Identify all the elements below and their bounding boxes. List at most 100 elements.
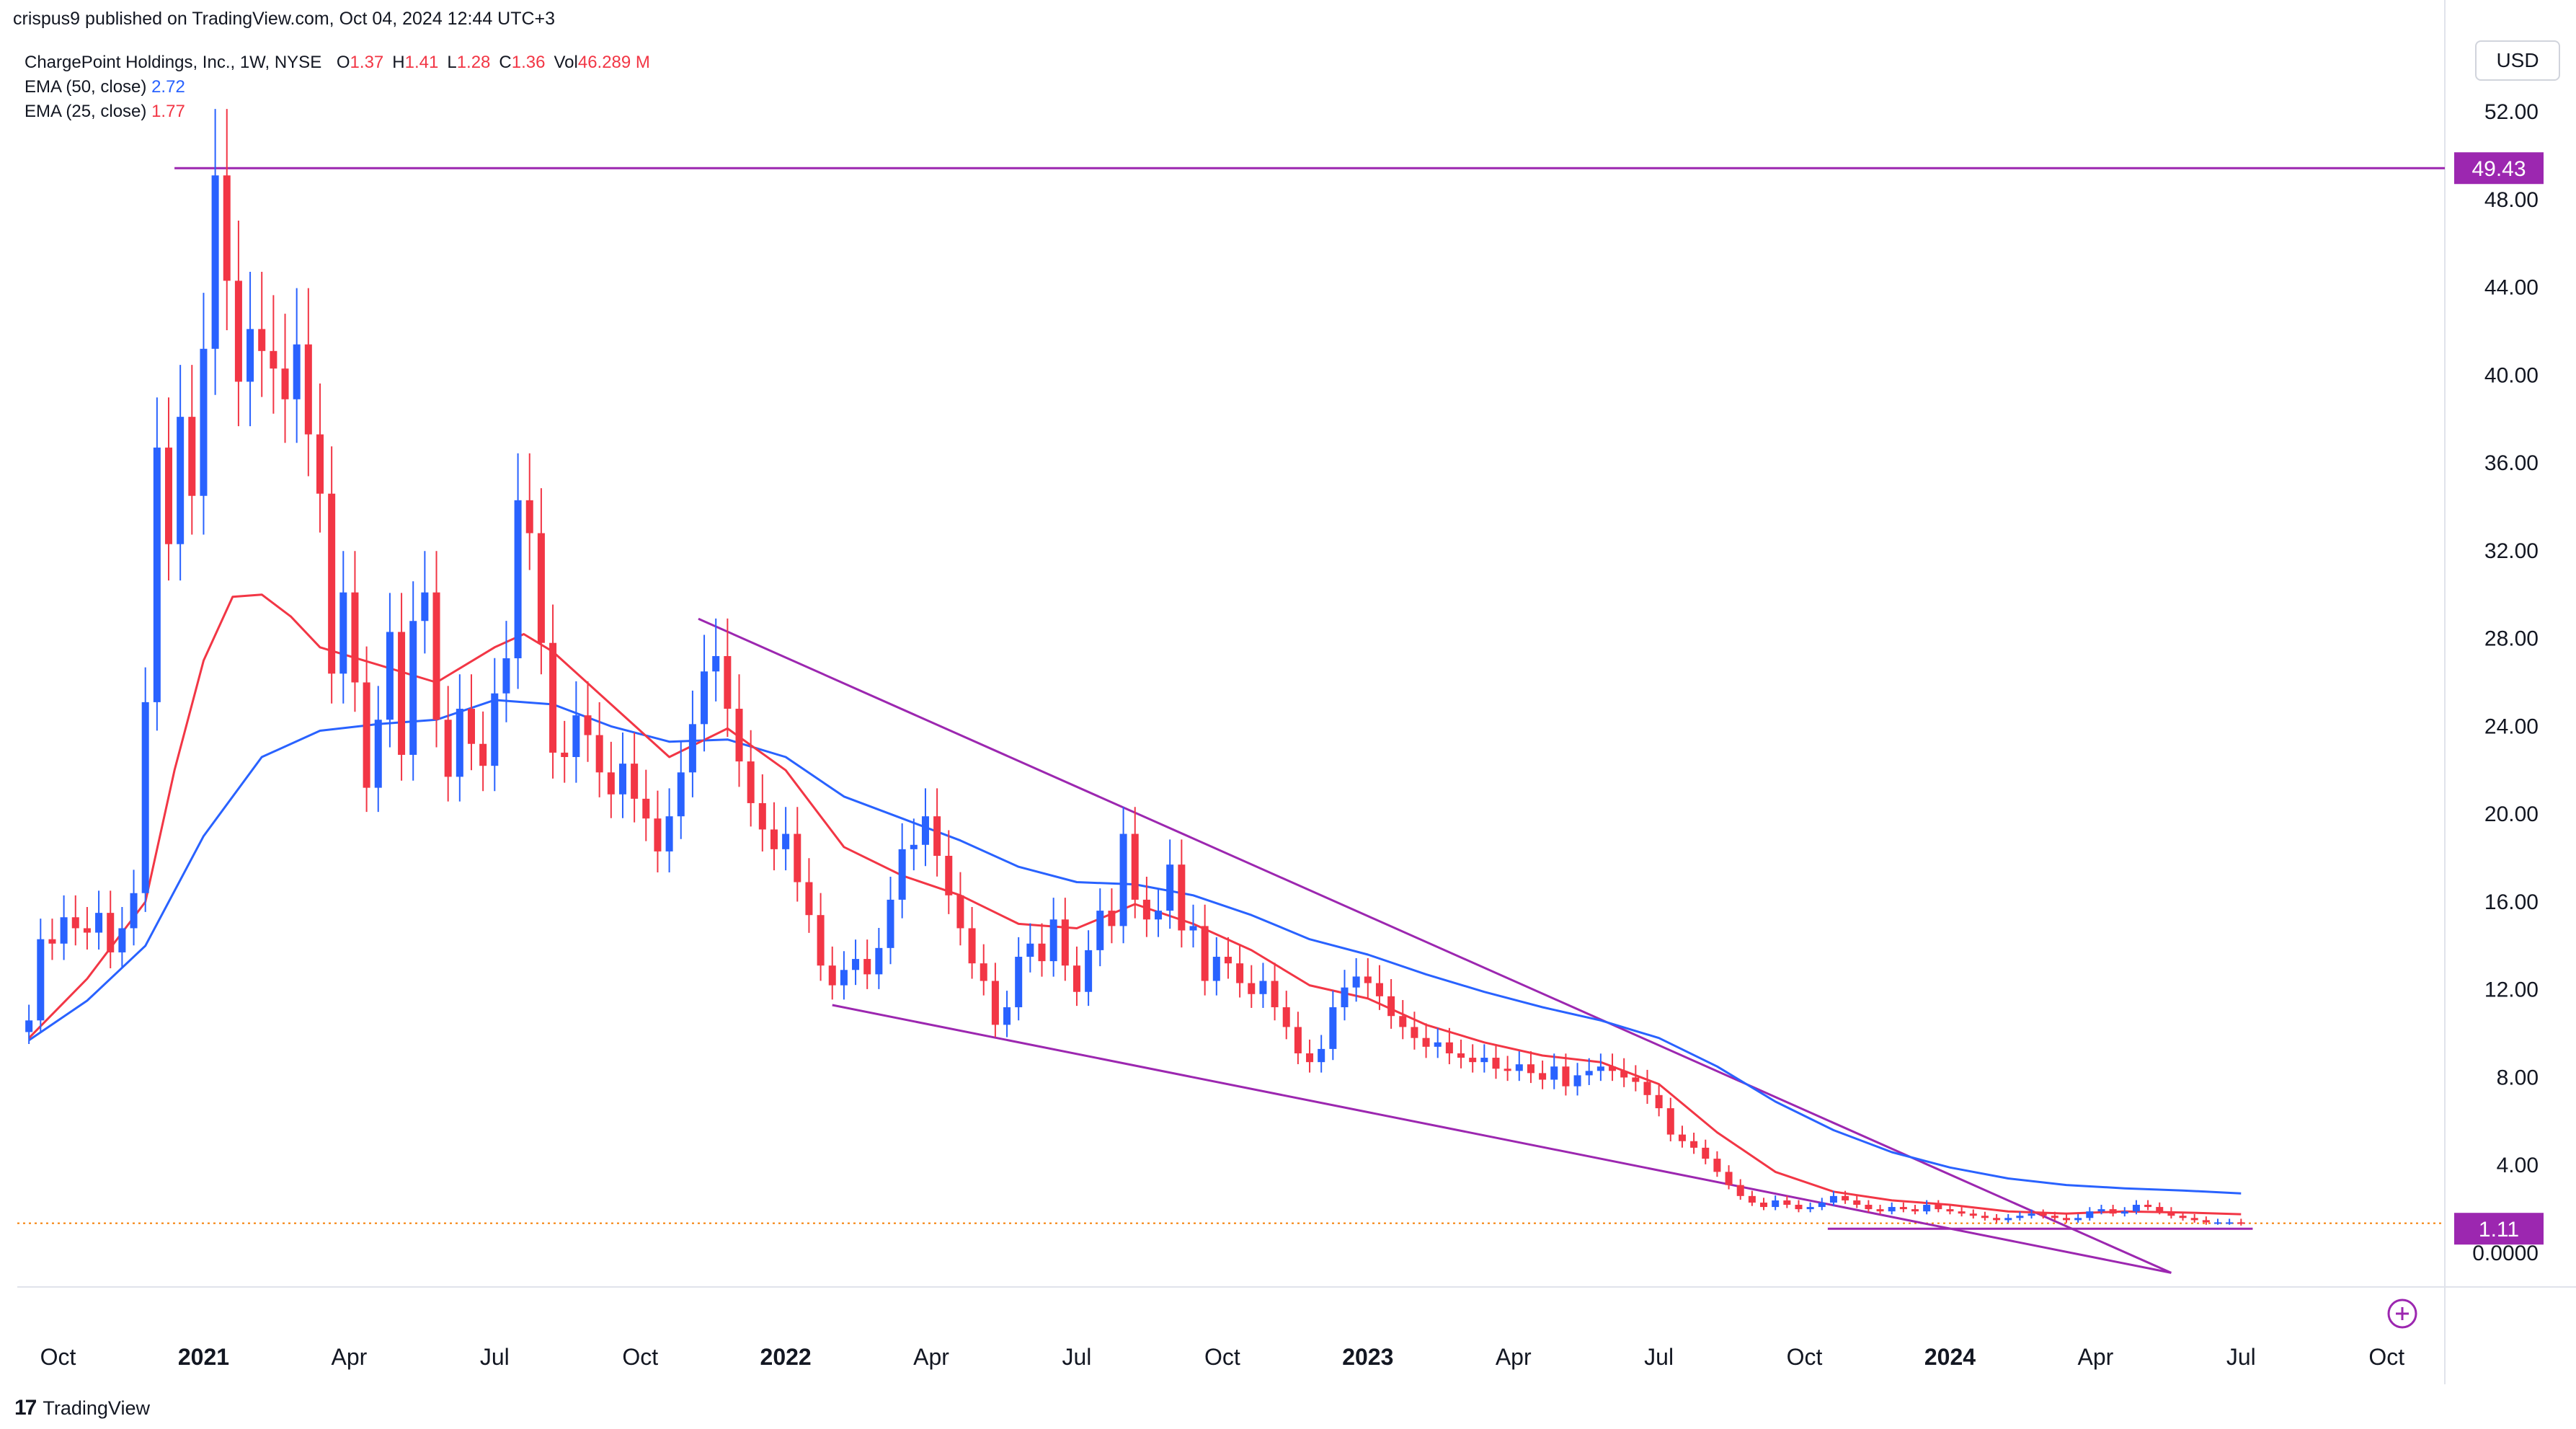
candle [1306, 1039, 1314, 1073]
candle-body [933, 816, 941, 856]
candle [1865, 1200, 1873, 1213]
candle [502, 621, 510, 722]
candle-body [1620, 1071, 1628, 1078]
candle [1072, 946, 1080, 1007]
candle-body [1609, 1066, 1617, 1071]
candle [1632, 1065, 1640, 1092]
time-tick-label: Oct [2368, 1344, 2404, 1370]
candle-body [607, 772, 615, 795]
candle [2156, 1202, 2164, 1215]
candle-body [479, 743, 487, 766]
candle-body [1760, 1202, 1768, 1208]
candle [2213, 1218, 2222, 1225]
candle-body [234, 280, 242, 382]
candle [95, 890, 103, 950]
candle-body [1725, 1172, 1733, 1185]
candle-body [2086, 1211, 2094, 1218]
candle-body [747, 761, 755, 803]
candle [956, 872, 964, 946]
candle-body [572, 715, 580, 758]
candle [794, 807, 801, 902]
candle-body [304, 344, 312, 435]
candle-body [828, 965, 836, 986]
tradingview-logo[interactable]: 17 TradingView [14, 1396, 150, 1420]
candle [1049, 898, 1057, 977]
candle-body [2004, 1218, 2012, 1221]
candle [2004, 1213, 2012, 1223]
candle [595, 702, 603, 797]
candle [701, 634, 709, 752]
candle-body [2237, 1222, 2245, 1224]
candle [432, 551, 440, 748]
candle [968, 906, 976, 979]
candle-body [71, 917, 79, 929]
candle-body [2179, 1216, 2187, 1218]
candle [898, 823, 906, 919]
ema25-label: EMA (25, close) [25, 102, 147, 121]
candle-body [1318, 1048, 1325, 1063]
candle-body [223, 175, 231, 281]
candle-body [1993, 1218, 2001, 1221]
candle [1935, 1200, 1942, 1213]
price-tick-label: 52.00 [2484, 100, 2539, 124]
candle [607, 741, 615, 818]
candle [863, 939, 871, 989]
candle-body [805, 882, 813, 916]
candle [1026, 923, 1034, 973]
candle-body [2120, 1211, 2128, 1214]
candle-body [1411, 1027, 1418, 1038]
candle [1620, 1058, 1628, 1087]
candle [1573, 1063, 1581, 1096]
currency-button[interactable]: USD [2475, 40, 2560, 81]
ema25-row[interactable]: EMA (25, close) 1.77 [25, 99, 650, 124]
candle-body [83, 928, 91, 933]
candle-body [1049, 919, 1057, 962]
candle [910, 818, 918, 871]
candle [1993, 1213, 2001, 1223]
price-axis: 52.00 48.00 44.00 40.00 36.00 32.00 28.00 24.00… [2472, 100, 2539, 1265]
candle [1015, 937, 1023, 1021]
publisher-caption: crispus9 published on TradingView.com, O… [13, 9, 556, 29]
candle-body [281, 368, 289, 399]
ema50-row[interactable]: EMA (50, close) 2.72 [25, 75, 650, 99]
ohlc-o: O1.37 [336, 53, 384, 72]
candle-body [2051, 1216, 2058, 1218]
candle-body [2097, 1209, 2105, 1212]
time-axis: Oct 2021 Apr Jul Oct 2022 Apr Jul Oct 2023 Apr Jul O… [40, 1344, 2405, 1370]
candle [188, 365, 196, 535]
candle-body [2109, 1209, 2117, 1214]
candle-body [1445, 1042, 1453, 1053]
candle [805, 858, 813, 933]
candle [1224, 937, 1232, 979]
candle-body [351, 592, 359, 683]
candle [1899, 1202, 1907, 1213]
candle [2179, 1211, 2187, 1221]
ohlc-values: O1.37 H1.41 L1.28 C1.36 Vol46.289 M [327, 53, 650, 72]
candle [2039, 1209, 2047, 1219]
candle [1713, 1151, 1721, 1177]
price-tick-label: 12.00 [2484, 978, 2539, 1002]
candle-body [1713, 1159, 1721, 1172]
candle [1969, 1209, 1977, 1219]
candle [1550, 1053, 1558, 1089]
ema50-line [28, 699, 2242, 1195]
candle [1981, 1211, 1989, 1221]
candle [444, 686, 452, 802]
candle-body [363, 682, 370, 788]
candle-body [735, 709, 743, 762]
time-tick-label: Oct [1787, 1344, 1823, 1370]
candle-body [258, 329, 266, 351]
candle-body [1072, 965, 1080, 992]
candle-body [2074, 1218, 2082, 1221]
candle [1399, 1000, 1407, 1040]
candle-body [1015, 957, 1023, 1008]
price-tick-label: 20.00 [2484, 802, 2539, 826]
candle [1655, 1084, 1663, 1117]
candle-body [1399, 1016, 1407, 1027]
candle-body [2144, 1205, 2152, 1208]
candle [2202, 1216, 2210, 1225]
candle [1189, 904, 1197, 948]
candle [1515, 1051, 1523, 1081]
candle [747, 730, 755, 827]
